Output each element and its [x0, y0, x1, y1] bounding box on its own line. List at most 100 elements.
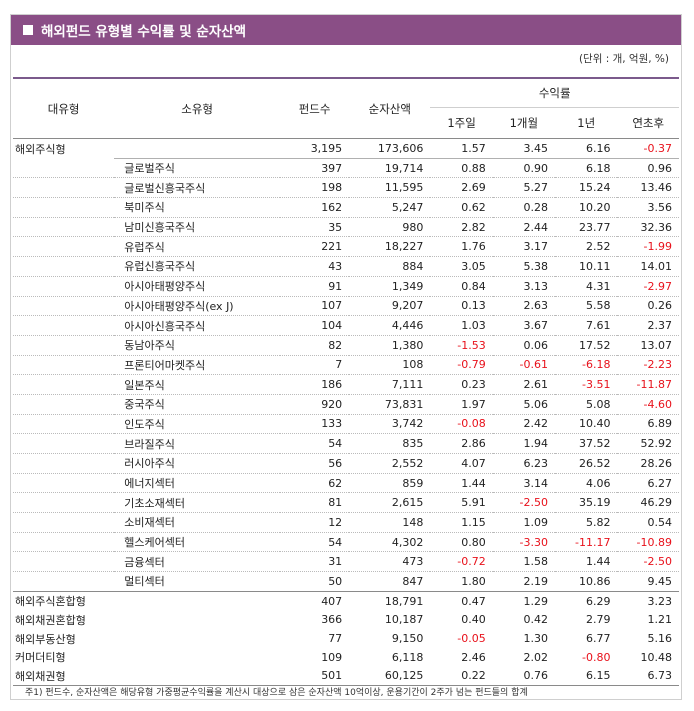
cell-m1: 2.61 [492, 374, 555, 395]
cell-assets: 847 [349, 571, 431, 592]
table-row: 아시아태평양주식(ex J) 107 9,207 0.13 2.63 5.58 0.26 [13, 295, 679, 316]
cell-ytd: 32.36 [617, 216, 679, 237]
cell-ytd: 5.16 [647, 632, 673, 646]
cell-major-type [13, 433, 115, 454]
cell-minor-type: 프론티어마켓주식 [114, 354, 280, 375]
cell-major-type [13, 512, 115, 533]
cell-y1: 17.52 [554, 334, 618, 356]
header-returns: 수익률 [538, 86, 571, 100]
cell-w1: 0.40 [461, 613, 486, 627]
cell-w1: 0.80 [430, 531, 493, 552]
cell-ytd: 10.48 [640, 650, 673, 664]
cell-major-type: 해외채권혼합형 [15, 613, 86, 627]
cell-m1: 1.58 [492, 551, 555, 572]
cell-w1: 1.15 [430, 512, 493, 533]
cell-y1: 1.44 [554, 551, 618, 572]
table-row: 헬스케어섹터 54 4,302 0.80 -3.30 -11.17 -10.89 [13, 531, 679, 552]
cell-assets: 11,595 [349, 177, 431, 198]
cell-minor-type: 남미신흥국주식 [114, 216, 280, 237]
cell-y1: 6.29 [554, 590, 618, 611]
cell-m1: 1.30 [523, 632, 548, 646]
table-row: 글로벌신흥국주식 198 11,595 2.69 5.27 15.24 13.46 [13, 177, 679, 198]
cell-w1: 1.97 [430, 393, 493, 415]
cell-major-type [13, 295, 115, 316]
cell-assets: 5,247 [349, 197, 431, 218]
cell-assets: 73,831 [349, 393, 431, 415]
cell-major-type: 커머더티형 [15, 651, 66, 665]
table-row: 중국주식 920 73,831 1.97 5.06 5.08 -4.60 [13, 393, 679, 415]
header-minor-type: 소유형 [181, 101, 213, 116]
cell-funds: 221 [280, 236, 350, 257]
cell-y1: 6.18 [554, 157, 618, 178]
cell-major-type [13, 571, 115, 592]
cell-assets: 835 [349, 433, 431, 454]
cell-w1: 4.07 [430, 453, 493, 474]
cell-minor-type: 아시아태평양주식 [114, 275, 280, 296]
cell-y1: 6.15 [554, 666, 618, 687]
cell-major-type [13, 472, 115, 493]
table-row: 남미신흥국주식 35 980 2.82 2.44 23.77 32.36 [13, 216, 679, 237]
cell-m1: 5.27 [492, 177, 555, 198]
page-title: 해외펀드 유형별 수익률 및 순자산액 [41, 24, 247, 40]
cell-w1: 2.86 [430, 433, 493, 454]
table-row: 기초소재섹터 81 2,615 5.91 -2.50 35.19 46.29 [13, 492, 679, 513]
cell-y1: 35.19 [554, 492, 618, 513]
cell-w1: 1.03 [430, 315, 493, 336]
cell-w1: 2.46 [461, 650, 486, 664]
cell-assets: 19,714 [349, 157, 431, 178]
cell-minor-type [114, 590, 280, 611]
cell-minor-type [114, 666, 280, 687]
cell-y1: -11.17 [554, 531, 618, 552]
cell-minor-type: 에너지섹터 [114, 472, 280, 493]
cell-major-type: 해외부동산형 [15, 632, 76, 646]
cell-assets: 859 [349, 472, 431, 493]
cell-w1: 2.82 [430, 216, 493, 237]
cell-ytd: -4.60 [617, 393, 679, 415]
cell-funds: 35 [280, 216, 350, 237]
cell-ytd: -2.23 [617, 354, 679, 375]
cell-minor-type: 동남아주식 [114, 334, 280, 356]
cell-minor-type: 글로벌주식 [114, 157, 280, 178]
cell-m1: -2.50 [492, 492, 555, 513]
cell-m1: 5.06 [492, 393, 555, 415]
cell-y1: 7.61 [554, 315, 618, 336]
cell-m1: 2.02 [523, 650, 548, 664]
title-bar: 해외펀드 유형별 수익률 및 순자산액 [11, 15, 681, 45]
cell-minor-type [114, 648, 280, 667]
cell-assets: 60,125 [349, 666, 431, 687]
cell-funds: 12 [280, 512, 350, 533]
cell-w1: -0.79 [430, 354, 493, 375]
cell-funds: 50 [280, 571, 350, 592]
cell-assets: 108 [349, 354, 431, 375]
cell-funds: 82 [280, 334, 350, 356]
cell-assets: 9,207 [349, 295, 431, 316]
cell-major-type [13, 453, 115, 474]
cell-minor-type: 금융섹터 [114, 551, 280, 572]
cell-w1: 1.80 [430, 571, 493, 592]
cell-m1: 1.29 [492, 590, 555, 611]
fund-returns-table: 대유형 소유형 펀드수 순자산액 수익률 1주일 1개월 1년 연초후 해외주식… [13, 77, 679, 687]
cell-assets: 173,606 [377, 141, 424, 155]
cell-ytd: -11.87 [617, 374, 679, 395]
cell-w1: -0.72 [430, 551, 493, 572]
table-row: 프론티어마켓주식 7 108 -0.79 -0.61 -6.18 -2.23 [13, 354, 679, 375]
cell-ytd: 28.26 [617, 453, 679, 474]
cell-assets: 148 [349, 512, 431, 533]
cell-funds: 91 [280, 275, 350, 296]
cell-assets: 4,446 [349, 315, 431, 336]
table-row: 동남아주식 82 1,380 -1.53 0.06 17.52 13.07 [13, 334, 679, 356]
cell-assets: 10,187 [384, 613, 424, 627]
cell-assets: 1,380 [349, 334, 431, 356]
cell-minor-type: 북미주식 [114, 197, 280, 218]
cell-funds: 107 [280, 295, 350, 316]
cell-y1: 2.52 [554, 236, 618, 257]
cell-funds: 397 [280, 157, 350, 178]
cell-w1: 2.69 [430, 177, 493, 198]
cell-major-type [13, 334, 115, 356]
unit-label: (단위 : 개, 억원, %) [578, 53, 669, 65]
cell-major-type: 해외주식혼합형 [13, 590, 115, 611]
cell-m1: 3.67 [492, 315, 555, 336]
cell-funds: 501 [280, 666, 350, 687]
cell-y1: 6.77 [585, 632, 611, 646]
cell-assets: 18,791 [349, 590, 431, 611]
